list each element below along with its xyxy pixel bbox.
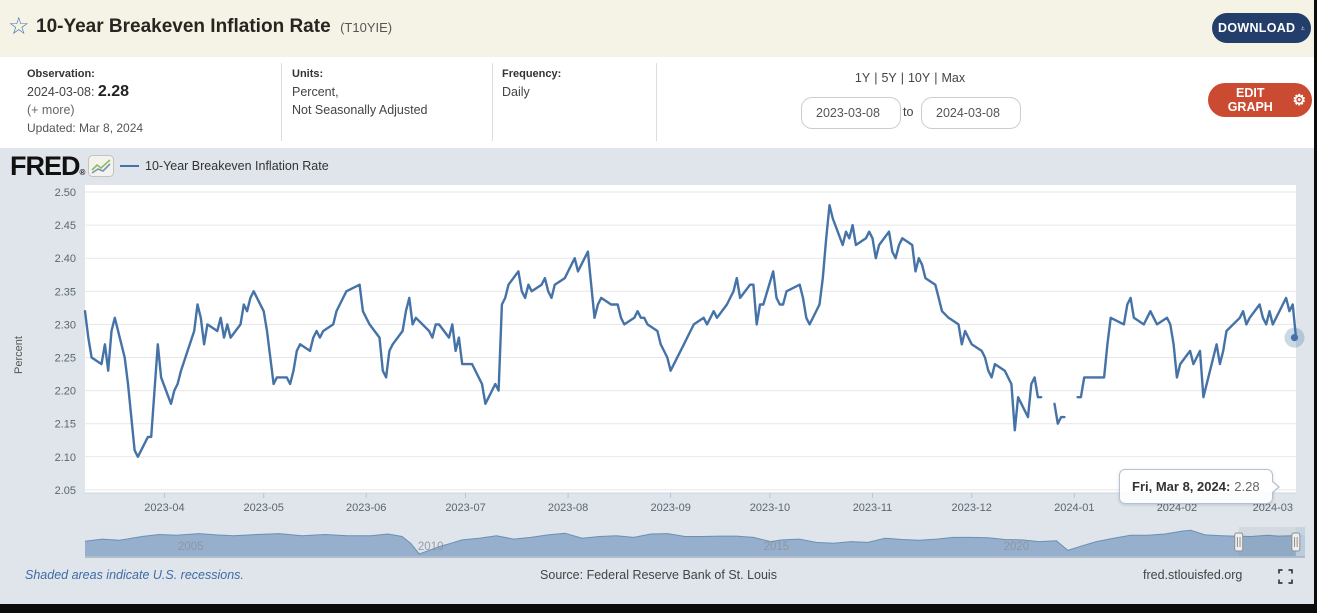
units-line1: Percent,: [292, 85, 339, 99]
range-separator: |: [934, 71, 938, 85]
observation-date: 2024-03-08:: [27, 85, 95, 99]
range-link-5y[interactable]: 5Y: [881, 71, 897, 85]
y-tick-label: 2.40: [55, 253, 76, 265]
navigator-year-label: 2005: [178, 541, 204, 553]
legend-line-swatch: [120, 165, 139, 167]
x-tick-label: 2023-08: [548, 502, 588, 514]
fullscreen-icon[interactable]: [1278, 569, 1293, 584]
favorite-star-icon[interactable]: ☆: [8, 13, 30, 40]
series-line: [83, 204, 1298, 458]
page-header: ☆ 10-Year Breakeven Inflation Rate (T10Y…: [0, 0, 1317, 57]
edit-graph-button[interactable]: EDIT GRAPH ⚙: [1208, 83, 1312, 117]
y-axis-title: Percent: [13, 336, 25, 374]
start-date-input[interactable]: [801, 97, 901, 129]
download-icon: [1301, 26, 1305, 30]
range-separator: |: [900, 71, 904, 85]
x-tick-label: 2023-12: [952, 502, 992, 514]
range-links: 1Y | 5Y | 10Y | Max: [800, 71, 1020, 85]
end-date-input[interactable]: [921, 97, 1021, 129]
navigator[interactable]: 2005 2010 2015 2020: [84, 527, 1306, 558]
legend-label: 10-Year Breakeven Inflation Rate: [145, 159, 329, 173]
units-line2: Not Seasonally Adjusted: [292, 103, 428, 117]
updated-text: Updated: Mar 8, 2024: [27, 121, 144, 135]
download-button[interactable]: DOWNLOAD: [1212, 13, 1311, 43]
tooltip-value: 2.28: [1234, 478, 1260, 494]
range-link-max[interactable]: Max: [941, 71, 966, 85]
handle-body: [1291, 532, 1301, 552]
handle-body: [1234, 532, 1244, 552]
frequency-label: Frequency:: [502, 68, 562, 80]
date-to-label: to: [903, 105, 914, 119]
y-tick-label: 2.25: [55, 353, 76, 365]
observation-block: Observation: 2024-03-08: 2.28 (+ more) U…: [27, 65, 143, 137]
fred-sparkline-icon: [88, 155, 114, 177]
y-tick-label: 2.15: [55, 419, 76, 431]
y-tick-label: 2.50: [55, 187, 76, 199]
navigator-year-label: 2010: [418, 541, 444, 553]
units-label: Units:: [292, 68, 324, 80]
legend: 10-Year Breakeven Inflation Rate: [120, 159, 329, 173]
registered-mark: ®: [79, 168, 86, 177]
y-tick-label: 2.35: [55, 286, 76, 298]
navigator-selection[interactable]: [1238, 527, 1296, 557]
navigator-right-mask: [1295, 527, 1305, 557]
recessions-note-link[interactable]: Shaded areas indicate U.S. recessions.: [25, 568, 244, 582]
range-link-10y[interactable]: 10Y: [907, 71, 931, 85]
observation-value: 2.28: [97, 83, 130, 100]
y-tick-label: 2.10: [55, 452, 76, 464]
x-tick-label: 2023-07: [445, 502, 485, 514]
x-tick-label: 2023-09: [650, 502, 690, 514]
chart-tooltip: Fri, Mar 8, 2024: 2.28: [1119, 468, 1280, 504]
meta-bar: Observation: 2024-03-08: 2.28 (+ more) U…: [0, 57, 1317, 148]
divider: [656, 63, 657, 141]
marker-dot: [1290, 334, 1299, 342]
page-title: 10-Year Breakeven Inflation Rate: [36, 16, 331, 37]
x-tick-label: 2024-01: [1054, 502, 1094, 514]
y-tick-label: 2.05: [55, 485, 76, 497]
tooltip-date: Fri, Mar 8, 2024:: [1132, 478, 1231, 494]
more-observations-link[interactable]: (+ more): [27, 103, 75, 117]
fred-logo[interactable]: FRED®: [10, 151, 86, 181]
x-tick-label: 2023-10: [750, 502, 790, 514]
main-chart[interactable]: 2.50 2.45 2.40 2.35 2.30 2.25 2.20 2.15 2.10 2.05…: [0, 148, 1317, 560]
x-tick-label: 2024-02: [1157, 502, 1197, 514]
x-tick-label: 2024-03: [1253, 502, 1293, 514]
range-separator: |: [874, 71, 878, 85]
edit-graph-label: EDIT GRAPH: [1227, 86, 1273, 114]
source-text: Source: Federal Reserve Bank of St. Loui…: [540, 568, 777, 582]
frequency-block: Frequency: Daily: [502, 65, 561, 101]
range-link-1y[interactable]: 1Y: [854, 71, 871, 85]
x-tick-label: 2023-05: [243, 502, 283, 514]
window-bottom-edge: [0, 604, 1317, 613]
chart-region: FRED® 10-Year Breakeven Inflation Rate 2…: [0, 148, 1317, 604]
divider: [492, 63, 493, 141]
divider: [281, 63, 282, 141]
navigator-year-label: 2015: [764, 541, 790, 553]
units-block: Units: Percent, Not Seasonally Adjusted: [292, 65, 428, 119]
window-right-edge: [1314, 0, 1317, 613]
navigator-handle-right[interactable]: [1291, 532, 1301, 552]
navigator-handle-left[interactable]: [1234, 532, 1244, 552]
navigator-line: [84, 529, 1306, 555]
gear-icon: ⚙: [1292, 91, 1306, 109]
frequency-value: Daily: [502, 85, 530, 99]
plot-area[interactable]: [85, 185, 1296, 493]
navigator-year-label: 2020: [1004, 541, 1030, 553]
tooltip-arrow-fill: [1271, 480, 1279, 493]
observation-label: Observation:: [27, 68, 95, 80]
y-tick-label: 2.20: [55, 386, 76, 398]
fred-site-link[interactable]: fred.stlouisfed.org: [1143, 568, 1243, 582]
title-wrap: 10-Year Breakeven Inflation Rate (T10YIE…: [36, 16, 392, 38]
navigator-area[interactable]: [85, 530, 1305, 556]
observation-line: 2024-03-08: 2.28: [27, 83, 143, 101]
download-label: DOWNLOAD: [1218, 21, 1296, 35]
x-tick-label: 2023-06: [346, 502, 386, 514]
y-tick-label: 2.30: [55, 319, 76, 331]
series-id: (T10YIE): [340, 20, 393, 35]
y-tick-label: 2.45: [55, 220, 76, 232]
x-tick-label: 2023-04: [144, 502, 184, 514]
x-tick-label: 2023-11: [853, 502, 893, 514]
